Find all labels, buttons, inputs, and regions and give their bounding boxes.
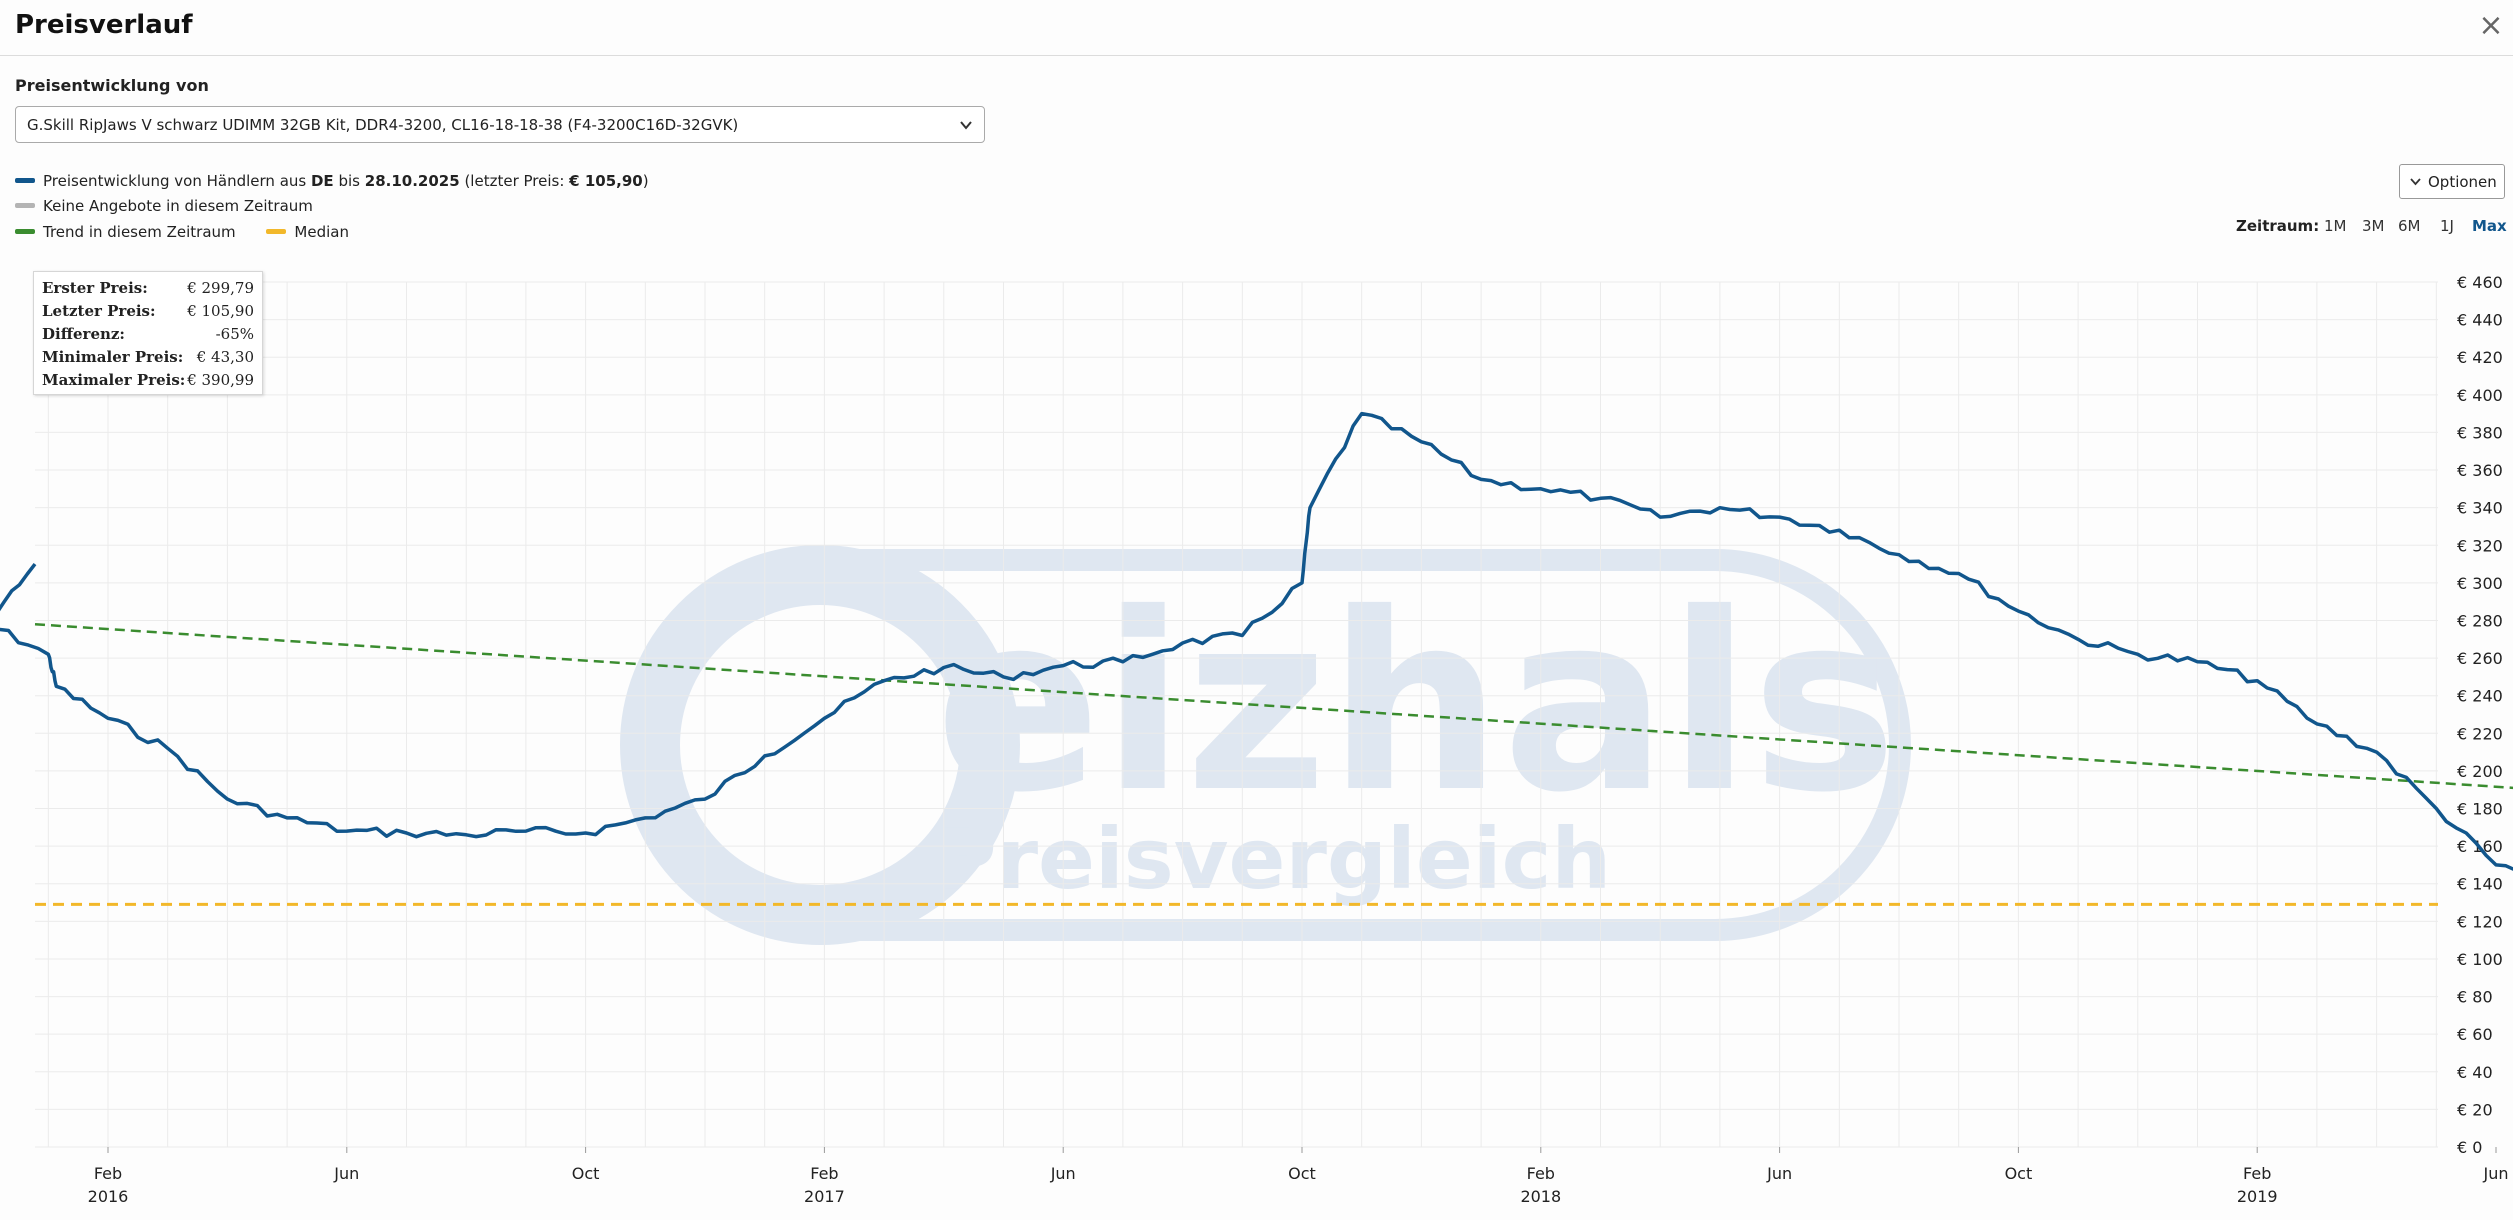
x-year-label: 2016 [88, 1187, 129, 1206]
y-tick-label: € 440 [2457, 311, 2503, 330]
svg-text:Preisvergleich: Preisvergleich [935, 810, 1611, 908]
stat-last: Letzter Preis: € 105,90 [42, 300, 254, 322]
y-tick-label: € 60 [2457, 1025, 2493, 1044]
y-tick-label: € 40 [2457, 1063, 2493, 1082]
chevron-down-icon [2410, 178, 2421, 186]
legend-price-last-pre: (letzter Preis: [464, 172, 565, 190]
legend-trend-text: Trend in diesem Zeitraum [43, 223, 236, 241]
y-tick-label: € 180 [2457, 800, 2503, 819]
stat-first-label: Erster Preis: [42, 279, 148, 297]
y-tick-label: € 340 [2457, 499, 2503, 518]
y-tick-label: € 220 [2457, 724, 2503, 743]
y-tick-label: € 360 [2457, 461, 2503, 480]
y-tick-label: € 460 [2457, 273, 2503, 292]
product-select-value: G.Skill RipJaws V schwarz UDIMM 32GB Kit… [27, 116, 739, 134]
x-year-label: 2017 [804, 1187, 845, 1206]
legend-price-last-post: ) [642, 172, 649, 190]
options-button[interactable]: Optionen [2399, 164, 2505, 199]
stat-last-label: Letzter Preis: [42, 302, 156, 320]
y-tick-label: € 300 [2457, 574, 2503, 593]
legend-item-no-offers[interactable]: Keine Angebote in diesem Zeitraum [15, 196, 313, 216]
chevron-down-icon [960, 121, 972, 130]
x-tick-label: Feb [1527, 1164, 1555, 1183]
y-tick-label: € 420 [2457, 348, 2503, 367]
y-tick-label: € 400 [2457, 386, 2503, 405]
legend-swatch-median [266, 229, 287, 234]
y-tick-label: € 320 [2457, 536, 2503, 555]
stat-min-label: Minimaler Preis: [42, 348, 184, 366]
legend-price-text: Preisentwicklung von Händlern aus [43, 172, 307, 190]
stat-last-value: € 105,90 [187, 302, 254, 320]
y-tick-label: € 240 [2457, 687, 2503, 706]
y-tick-label: € 120 [2457, 912, 2503, 931]
zeitraum-label: Zeitraum: [2236, 217, 2320, 235]
y-tick-label: € 200 [2457, 762, 2503, 781]
range-3m-button[interactable]: 3M [2362, 217, 2385, 235]
price-line [0, 411, 2513, 871]
x-tick-label: Oct [2005, 1164, 2033, 1183]
x-tick-label: Oct [1288, 1164, 1316, 1183]
x-tick-label: Jun [333, 1164, 359, 1183]
x-tick-label: Jun [1050, 1164, 1076, 1183]
x-tick-label: Jun [1766, 1164, 1792, 1183]
x-tick-label: Feb [810, 1164, 838, 1183]
y-tick-label: € 0 [2457, 1138, 2482, 1157]
range-max-button[interactable]: Max [2472, 217, 2507, 235]
x-year-label: 2019 [2237, 1187, 2278, 1206]
x-year-label: 2018 [1520, 1187, 1561, 1206]
legend-price-mid: bis [338, 172, 360, 190]
y-tick-label: € 80 [2457, 988, 2493, 1007]
y-tick-label: € 260 [2457, 649, 2503, 668]
y-tick-label: € 20 [2457, 1100, 2493, 1119]
stats-box: Erster Preis: € 299,79 Letzter Preis: € 10… [33, 271, 263, 395]
legend-price-country: DE [310, 172, 334, 190]
range-1m-button[interactable]: 1M [2324, 217, 2347, 235]
trend-line [34, 622, 2513, 790]
stat-min: Minimaler Preis: € 43,30 [42, 346, 254, 368]
stat-first-value: € 299,79 [187, 279, 254, 297]
y-tick-label: € 100 [2457, 950, 2503, 969]
close-button[interactable]: × [2476, 8, 2506, 44]
y-tick-label: € 140 [2457, 875, 2503, 894]
legend-price-date: 28.10.2025 [364, 172, 460, 190]
dialog-header: Preisverlauf × [0, 0, 2513, 56]
range-1j-button[interactable]: 1J [2440, 217, 2454, 235]
stat-max: Maximaler Preis: € 390,99 [42, 369, 254, 391]
legend-no-offers-text: Keine Angebote in diesem Zeitraum [43, 197, 313, 215]
product-select-label: Preisentwicklung von [15, 76, 209, 95]
legend-price-last: € 105,90 [569, 172, 643, 190]
stat-min-value: € 43,30 [196, 348, 254, 366]
stat-diff-value: -65% [215, 325, 254, 343]
x-tick-label: Oct [572, 1164, 600, 1183]
stat-max-label: Maximaler Preis: [42, 371, 186, 389]
stat-first: Erster Preis: € 299,79 [42, 277, 254, 299]
y-tick-label: € 380 [2457, 423, 2503, 442]
legend-swatch-trend [15, 229, 35, 234]
legend-median-text: Median [294, 223, 349, 241]
legend-item-trend[interactable]: Trend in diesem Zeitraum Median [15, 222, 349, 242]
page-title: Preisverlauf [15, 10, 193, 40]
range-6m-button[interactable]: 6M [2398, 217, 2421, 235]
close-icon: × [2478, 8, 2504, 43]
options-button-label: Optionen [2428, 173, 2497, 191]
stat-diff-label: Differenz: [42, 325, 125, 343]
stat-diff: Differenz: -65% [42, 323, 254, 345]
x-tick-label: Feb [94, 1164, 122, 1183]
legend-item-price[interactable]: Preisentwicklung von Händlern aus DE bis… [15, 171, 649, 191]
stat-max-value: € 390,99 [187, 371, 254, 389]
x-tick-label: Jun [2483, 1164, 2509, 1183]
product-select[interactable]: G.Skill RipJaws V schwarz UDIMM 32GB Kit… [15, 106, 985, 143]
svg-text:eizhals: eizhals [935, 561, 1897, 846]
legend-swatch-price [15, 178, 35, 183]
legend-swatch-no-offers [15, 203, 35, 208]
x-tick-label: Feb [2243, 1164, 2271, 1183]
y-tick-label: € 280 [2457, 611, 2503, 630]
